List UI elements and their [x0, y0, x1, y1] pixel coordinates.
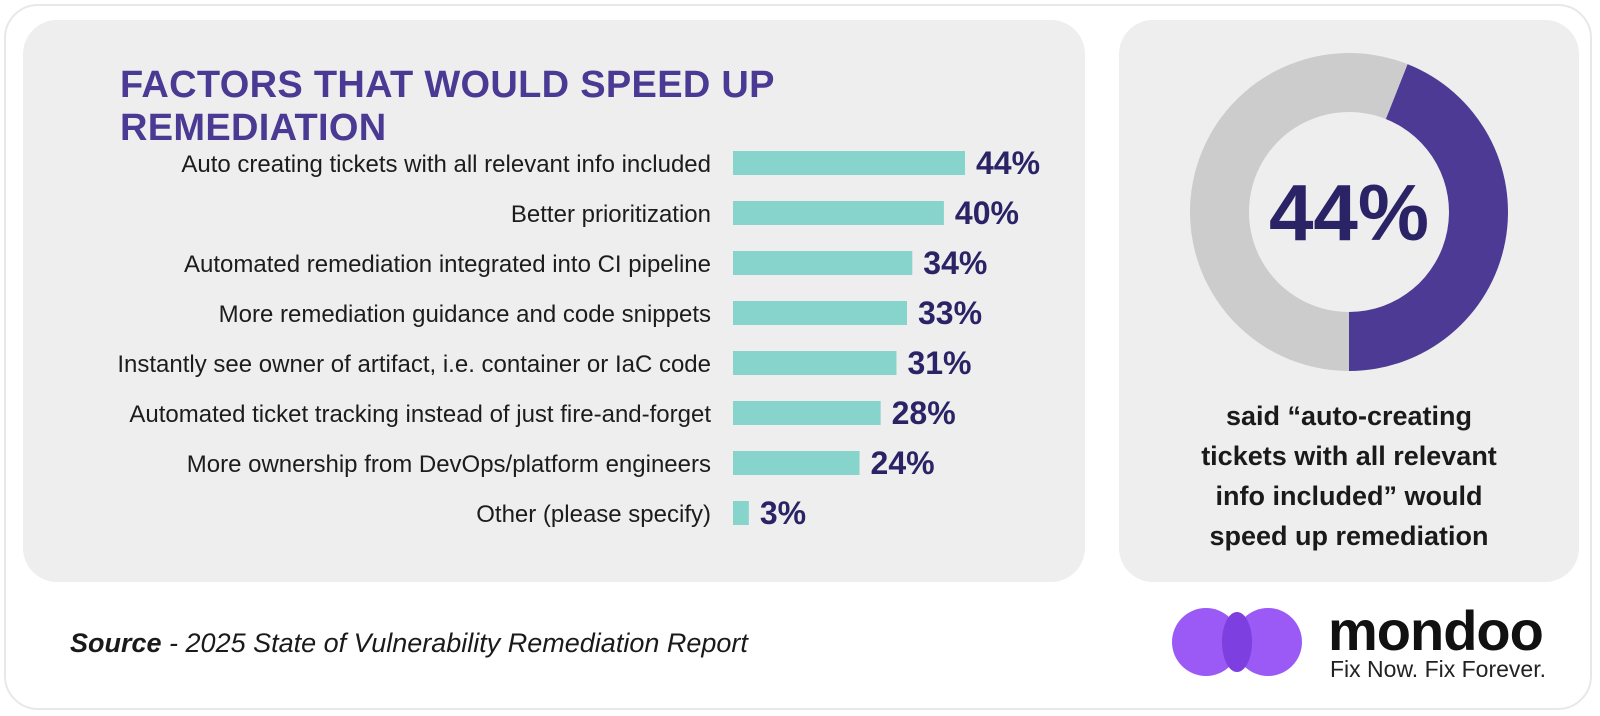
bar [733, 451, 860, 475]
bar [733, 251, 913, 275]
value-label: 31% [907, 345, 971, 381]
value-label: 3% [760, 495, 806, 531]
brand-logo: mondoo Fix Now. Fix Forever. [1170, 599, 1570, 688]
bar [733, 501, 749, 525]
donut-caption: said “auto-creating tickets with all rel… [1149, 396, 1549, 556]
caption-line: info included” would [1215, 481, 1483, 511]
logo-overlap [1222, 612, 1252, 672]
value-label: 40% [955, 195, 1019, 231]
logo-circle-right [1234, 608, 1302, 676]
bar [733, 351, 897, 375]
bar [733, 201, 944, 225]
bar-chart: Auto creating tickets with all relevant … [117, 145, 1040, 531]
value-label: 24% [871, 445, 935, 481]
donut-chart-panel [1119, 20, 1579, 582]
value-label: 28% [892, 395, 956, 431]
chart-title: FACTORS THAT WOULD SPEED UP REMEDIATION [120, 64, 775, 149]
donut-slice-highlight [1349, 64, 1508, 372]
logo-circle-left [1172, 608, 1240, 676]
source-prefix: Source [70, 628, 162, 658]
category-label: More remediation guidance and code snipp… [219, 301, 711, 328]
bar-chart-panel [23, 20, 1085, 582]
bar [733, 301, 907, 325]
value-label: 33% [918, 295, 982, 331]
category-label: More ownership from DevOps/platform engi… [187, 451, 711, 478]
mondoo-logo-icon [1172, 608, 1302, 676]
bar [733, 151, 965, 175]
caption-line: speed up remediation [1209, 521, 1489, 551]
bar [733, 401, 881, 425]
source-note: Source - 2025 State of Vulnerability Rem… [70, 628, 748, 659]
value-label: 44% [976, 145, 1040, 181]
category-label: Automated remediation integrated into CI… [184, 251, 711, 278]
brand-tagline: Fix Now. Fix Forever. [1330, 656, 1546, 682]
category-label: Other (please specify) [476, 501, 711, 528]
donut-center-value: 44% [1269, 168, 1429, 257]
caption-line: tickets with all relevant [1201, 441, 1497, 471]
value-label: 34% [923, 245, 987, 281]
category-label: Instantly see owner of artifact, i.e. co… [117, 351, 711, 378]
donut-chart: 44% [1190, 53, 1508, 372]
category-label: Auto creating tickets with all relevant … [181, 151, 711, 178]
brand-name: mondoo [1328, 599, 1544, 662]
category-label: Better prioritization [511, 201, 711, 228]
source-text: - 2025 State of Vulnerability Remediatio… [161, 628, 748, 658]
category-label: Automated ticket tracking instead of jus… [129, 401, 711, 428]
card-frame [4, 4, 1592, 710]
caption-line: said “auto-creating [1225, 401, 1473, 431]
donut-slice-rest [1190, 53, 1408, 371]
